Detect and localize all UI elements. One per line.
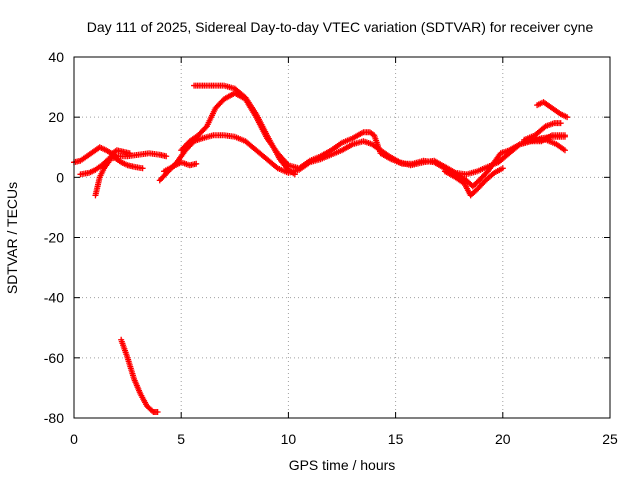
data-point bbox=[541, 124, 548, 131]
data-point bbox=[126, 150, 133, 157]
y-tick-label: -40 bbox=[44, 290, 64, 306]
x-tick-label: 0 bbox=[70, 431, 78, 447]
series-layer bbox=[71, 82, 571, 415]
x-tick-label: 20 bbox=[495, 431, 511, 447]
data-point bbox=[163, 153, 170, 160]
data-point bbox=[561, 147, 568, 154]
series-arc-9 bbox=[441, 165, 506, 199]
chart-title: Day 111 of 2025, Sidereal Day-to-day VTE… bbox=[87, 19, 594, 35]
data-point bbox=[291, 171, 298, 178]
y-tick-label: -60 bbox=[44, 350, 64, 366]
data-point bbox=[499, 165, 506, 172]
ticks-layer bbox=[73, 56, 611, 419]
y-tick-labels: -80 -60 -40 -20 0 20 40 bbox=[44, 49, 64, 426]
series-arc-3 bbox=[92, 147, 133, 199]
x-tick-label: 25 bbox=[602, 431, 618, 447]
series-arc-10 bbox=[534, 99, 571, 121]
data-point bbox=[139, 165, 146, 172]
y-tick-label: 40 bbox=[48, 49, 64, 65]
data-point bbox=[149, 407, 156, 414]
x-tick-label: 5 bbox=[177, 431, 185, 447]
data-point bbox=[561, 132, 568, 139]
x-tick-label: 15 bbox=[388, 431, 404, 447]
data-point bbox=[154, 408, 161, 415]
series-arc-8 bbox=[191, 82, 298, 178]
series-arc-4 bbox=[118, 336, 161, 415]
y-axis-label: SDTVAR / TECUs bbox=[4, 182, 20, 294]
x-axis-label: GPS time / hours bbox=[289, 457, 396, 473]
data-point bbox=[202, 124, 209, 131]
y-tick-label: 20 bbox=[48, 109, 64, 125]
data-point bbox=[273, 164, 280, 171]
series-arc-6 bbox=[161, 159, 200, 175]
grid bbox=[74, 57, 610, 418]
x-tick-label: 10 bbox=[281, 431, 297, 447]
y-tick-label: -20 bbox=[44, 230, 64, 246]
x-tick-labels: 0 5 10 15 20 25 bbox=[70, 431, 618, 447]
series-arc-12 bbox=[521, 136, 568, 154]
data-point bbox=[564, 114, 571, 121]
y-tick-label: 0 bbox=[56, 169, 64, 185]
data-point bbox=[193, 160, 200, 167]
y-tick-label: -80 bbox=[44, 410, 64, 426]
series-arc-5 bbox=[156, 132, 568, 184]
data-point bbox=[557, 120, 564, 127]
